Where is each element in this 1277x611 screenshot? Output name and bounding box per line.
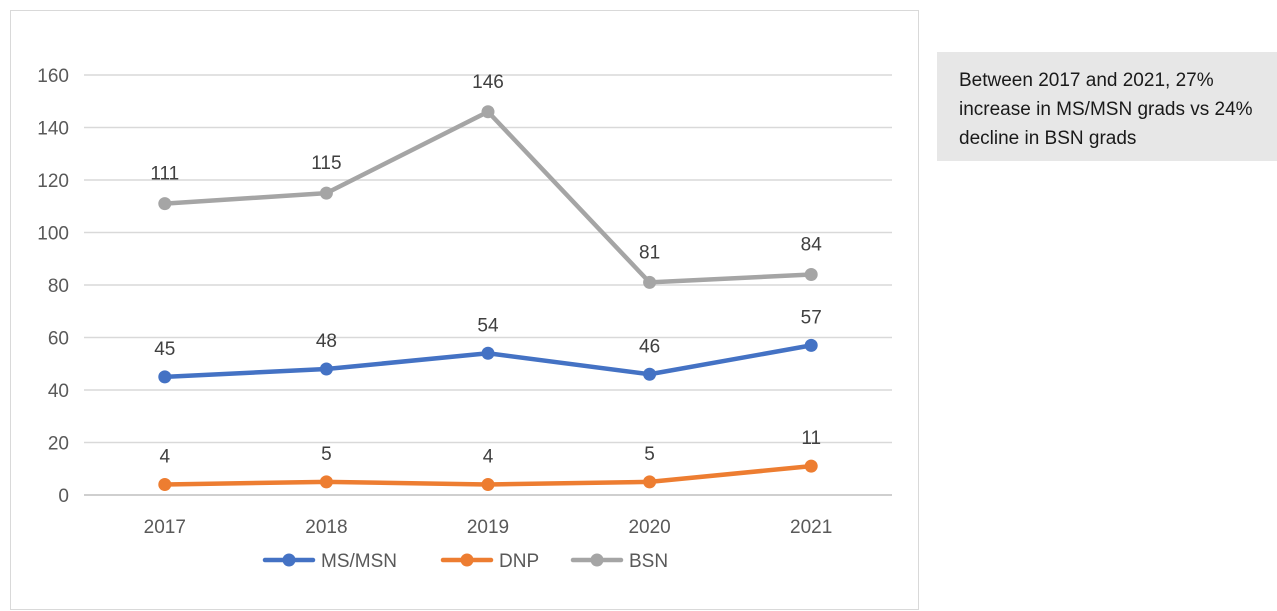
x-tick-label: 2018 [305, 517, 347, 538]
legend-label-dnp: DNP [499, 551, 539, 572]
data-point-ms-msn [319, 362, 333, 376]
y-tick-label: 40 [48, 381, 69, 402]
data-point-bsn [643, 275, 657, 289]
data-point-dnp [804, 459, 818, 473]
data-point-dnp [643, 475, 657, 489]
data-label-ms-msn: 46 [639, 336, 660, 357]
data-point-ms-msn [804, 338, 818, 352]
callout-text: Between 2017 and 2021, 27% increase in M… [959, 70, 1253, 149]
y-axis-ticks: 0 20 40 60 80 100 120 140 160 [37, 66, 69, 507]
data-label-ms-msn: 57 [801, 307, 822, 328]
y-tick-label: 60 [48, 329, 69, 350]
legend: MS/MSN DNP BSN [262, 551, 668, 572]
data-point-ms-msn [643, 367, 657, 381]
data-point-dnp [481, 478, 495, 491]
data-point-bsn [481, 105, 495, 119]
y-tick-label: 120 [37, 171, 69, 192]
data-label-bsn: 115 [311, 153, 341, 174]
data-label-dnp: 4 [160, 447, 171, 468]
y-tick-label: 80 [48, 276, 69, 297]
legend-label-ms-msn: MS/MSN [321, 551, 397, 572]
series-lines [158, 105, 818, 491]
data-label-dnp: 5 [321, 444, 332, 465]
legend-swatch-marker-bsn [590, 553, 604, 567]
data-point-bsn [804, 268, 818, 281]
data-label-dnp: 4 [483, 447, 494, 468]
x-axis-ticks: 2017 2018 2019 2020 2021 [144, 517, 833, 538]
legend-swatch-marker-dnp [460, 553, 474, 567]
y-tick-label: 160 [37, 66, 69, 87]
legend-label-bsn: BSN [629, 551, 668, 572]
data-point-dnp [158, 478, 172, 491]
chart-frame: 0 20 40 60 80 100 120 140 160 2017 2018 2019 2020 20… [10, 10, 919, 610]
x-tick-label: 2017 [144, 517, 186, 538]
data-point-ms-msn [481, 346, 495, 360]
series-line-bsn [162, 109, 814, 285]
data-label-ms-msn: 45 [154, 339, 175, 360]
data-label-bsn: 111 [150, 164, 179, 185]
data-label-dnp: 5 [644, 444, 655, 465]
y-tick-label: 140 [37, 119, 69, 140]
x-tick-label: 2019 [467, 517, 509, 538]
data-label-dnp: 11 [801, 428, 821, 449]
data-point-ms-msn [158, 370, 172, 384]
y-tick-label: 20 [48, 434, 69, 455]
gridlines [84, 74, 892, 496]
data-label-ms-msn: 48 [316, 331, 337, 352]
legend-swatch-marker-ms-msn [282, 553, 296, 567]
data-point-dnp [319, 475, 333, 489]
data-label-bsn: 84 [801, 235, 823, 256]
x-tick-label: 2020 [628, 517, 670, 538]
callout-box: Between 2017 and 2021, 27% increase in M… [937, 52, 1277, 161]
y-tick-label: 0 [58, 486, 69, 507]
data-label-ms-msn: 54 [477, 315, 499, 336]
data-label-bsn: 146 [472, 72, 504, 93]
data-point-bsn [319, 186, 333, 200]
y-tick-label: 100 [37, 224, 69, 245]
data-label-bsn: 81 [639, 242, 660, 263]
x-tick-label: 2021 [790, 517, 832, 538]
data-point-bsn [158, 197, 172, 211]
